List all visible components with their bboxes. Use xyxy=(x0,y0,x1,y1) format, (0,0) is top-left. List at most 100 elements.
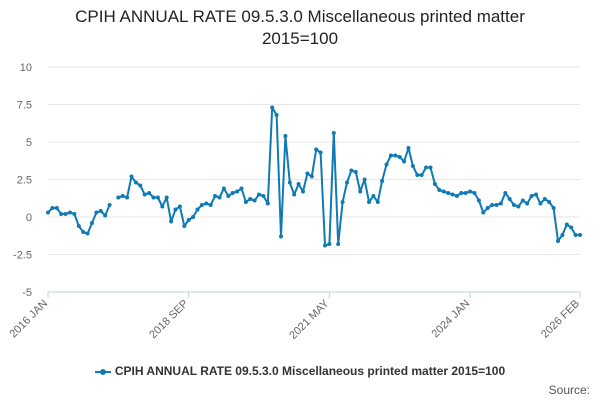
data-point[interactable] xyxy=(375,200,380,204)
data-point[interactable] xyxy=(538,201,543,206)
data-point[interactable] xyxy=(226,194,231,198)
data-point[interactable] xyxy=(50,206,55,210)
data-point[interactable] xyxy=(472,191,477,195)
data-point[interactable] xyxy=(265,201,270,206)
data-point[interactable] xyxy=(428,165,433,170)
data-point[interactable] xyxy=(81,230,86,234)
data-point[interactable] xyxy=(529,194,534,198)
data-point[interactable] xyxy=(147,191,152,195)
data-point[interactable] xyxy=(309,174,314,179)
data-point[interactable] xyxy=(204,201,209,206)
data-point[interactable] xyxy=(314,147,319,152)
data-point[interactable] xyxy=(287,180,292,185)
data-point[interactable] xyxy=(217,195,222,200)
data-point[interactable] xyxy=(331,131,336,135)
data-point[interactable] xyxy=(485,206,490,210)
data-point[interactable] xyxy=(94,210,99,215)
data-point[interactable] xyxy=(296,182,301,186)
data-point[interactable] xyxy=(340,200,345,204)
data-point[interactable] xyxy=(221,186,226,191)
data-point[interactable] xyxy=(454,194,459,198)
data-point[interactable] xyxy=(419,173,424,177)
data-point[interactable] xyxy=(560,233,565,237)
data-point[interactable] xyxy=(177,204,182,209)
data-point[interactable] xyxy=(459,191,464,195)
data-point[interactable] xyxy=(481,210,486,215)
data-point[interactable] xyxy=(490,203,495,207)
data-point[interactable] xyxy=(195,207,200,212)
data-point[interactable] xyxy=(292,192,297,197)
data-point[interactable] xyxy=(367,200,371,204)
data-point[interactable] xyxy=(208,203,213,207)
data-point[interactable] xyxy=(520,198,525,203)
data-point[interactable] xyxy=(415,173,420,177)
data-point[interactable] xyxy=(85,231,90,236)
data-point[interactable] xyxy=(46,210,50,215)
data-point[interactable] xyxy=(182,224,187,228)
data-point[interactable] xyxy=(388,153,393,158)
data-point[interactable] xyxy=(125,195,130,200)
data-point[interactable] xyxy=(252,198,257,203)
data-point[interactable] xyxy=(151,195,156,200)
data-point[interactable] xyxy=(424,165,429,170)
data-point[interactable] xyxy=(358,189,363,194)
data-point[interactable] xyxy=(578,233,582,237)
data-point[interactable] xyxy=(191,215,196,219)
data-point[interactable] xyxy=(402,159,407,164)
data-point[interactable] xyxy=(323,243,327,248)
data-point[interactable] xyxy=(90,221,94,225)
data-point[interactable] xyxy=(279,234,283,239)
data-point[interactable] xyxy=(573,233,578,237)
data-point[interactable] xyxy=(283,134,288,138)
data-point[interactable] xyxy=(257,192,261,197)
data-point[interactable] xyxy=(301,189,305,194)
data-point[interactable] xyxy=(507,197,512,201)
data-point[interactable] xyxy=(556,239,560,243)
data-point[interactable] xyxy=(384,162,389,167)
data-point[interactable] xyxy=(512,203,516,207)
data-point[interactable] xyxy=(432,182,437,186)
data-point[interactable] xyxy=(239,186,244,191)
data-point[interactable] xyxy=(63,212,68,216)
data-point[interactable] xyxy=(98,209,103,213)
data-point[interactable] xyxy=(494,203,499,207)
data-point[interactable] xyxy=(345,180,349,185)
data-point[interactable] xyxy=(116,195,121,200)
data-point[interactable] xyxy=(516,204,521,209)
legend[interactable]: CPIH ANNUAL RATE 09.5.3.0 Miscellaneous … xyxy=(0,364,600,378)
data-point[interactable] xyxy=(564,222,569,227)
data-point[interactable] xyxy=(393,153,398,158)
data-point[interactable] xyxy=(305,171,310,176)
data-point[interactable] xyxy=(446,191,451,195)
data-point[interactable] xyxy=(318,150,323,155)
data-point[interactable] xyxy=(371,194,376,198)
data-point[interactable] xyxy=(503,191,508,195)
data-point[interactable] xyxy=(133,180,138,185)
data-point[interactable] xyxy=(155,195,160,200)
data-point[interactable] xyxy=(142,192,147,197)
data-point[interactable] xyxy=(349,168,354,173)
data-point[interactable] xyxy=(248,197,253,201)
data-point[interactable] xyxy=(274,113,279,117)
data-point[interactable] xyxy=(397,155,402,159)
data-point[interactable] xyxy=(213,194,218,198)
data-point[interactable] xyxy=(230,191,235,195)
data-point[interactable] xyxy=(534,192,538,197)
data-point[interactable] xyxy=(243,200,248,204)
data-point[interactable] xyxy=(107,203,112,207)
data-point[interactable] xyxy=(450,192,455,197)
data-point[interactable] xyxy=(463,191,468,195)
data-point[interactable] xyxy=(542,197,547,201)
data-point[interactable] xyxy=(59,212,64,216)
data-point[interactable] xyxy=(68,210,72,215)
data-point[interactable] xyxy=(476,198,481,203)
data-point[interactable] xyxy=(160,204,165,209)
data-point[interactable] xyxy=(406,146,411,150)
data-point[interactable] xyxy=(353,170,358,174)
data-point[interactable] xyxy=(54,206,59,210)
data-point[interactable] xyxy=(164,195,169,200)
data-point[interactable] xyxy=(261,194,266,198)
data-point[interactable] xyxy=(72,212,77,216)
data-point[interactable] xyxy=(235,189,240,194)
data-point[interactable] xyxy=(76,224,81,228)
